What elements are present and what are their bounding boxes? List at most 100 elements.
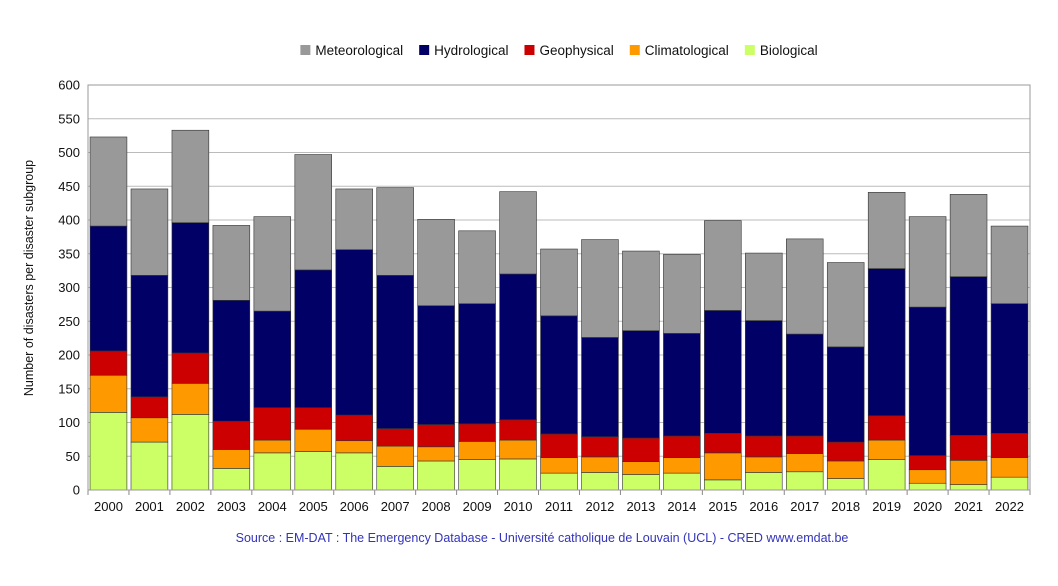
legend-item-climatological: Climatological <box>629 43 729 58</box>
bar-segment-climatological-2017 <box>786 453 824 473</box>
legend-label: Geophysical <box>539 43 613 58</box>
bar-segment-biological-2004 <box>253 452 292 491</box>
bar-segment-climatological-2011 <box>540 457 578 474</box>
bar-segment-meteorological-2003 <box>212 225 251 301</box>
y-tick-label: 50 <box>66 449 80 464</box>
bar-segment-biological-2018 <box>826 478 865 491</box>
bar-segment-climatological-2016 <box>745 456 783 473</box>
legend-label: Meteorological <box>315 43 403 58</box>
bar-segment-biological-2017 <box>786 471 824 491</box>
bar-segment-biological-2016 <box>745 472 783 491</box>
bar-segment-hydrological-2008 <box>417 305 455 425</box>
y-tick-label: 500 <box>58 145 80 160</box>
bar-segment-meteorological-2021 <box>949 194 988 278</box>
bar-segment-climatological-2000 <box>89 374 128 413</box>
y-tick-label: 400 <box>58 213 80 228</box>
bar-segment-geophysical-2021 <box>949 435 988 461</box>
bar-segment-hydrological-2001 <box>130 275 169 398</box>
x-tick-label: 2014 <box>667 499 696 514</box>
bar-segment-geophysical-2015 <box>704 432 742 454</box>
bar-segment-meteorological-2015 <box>704 220 742 311</box>
bar-segment-climatological-2004 <box>253 439 292 454</box>
x-tick-label: 2019 <box>872 499 901 514</box>
bar-segment-climatological-2019 <box>867 439 906 460</box>
bar-segment-meteorological-2001 <box>130 188 169 276</box>
y-tick-label: 150 <box>58 381 80 396</box>
bar-segment-geophysical-2009 <box>458 423 496 442</box>
bar-segment-geophysical-2007 <box>376 428 414 447</box>
bar-segment-biological-2021 <box>949 484 988 491</box>
bar-segment-climatological-2002 <box>171 383 210 415</box>
bar-segment-climatological-2021 <box>949 459 988 485</box>
bar-segment-meteorological-2002 <box>171 129 210 224</box>
bar-segment-climatological-2012 <box>581 456 619 473</box>
bar-segment-biological-2002 <box>171 414 210 491</box>
bar-segment-hydrological-2009 <box>458 303 496 425</box>
plot-border <box>87 84 1031 491</box>
y-tick-label: 300 <box>58 280 80 295</box>
bar-segment-hydrological-2022 <box>990 303 1029 434</box>
bar-segment-biological-2003 <box>212 468 251 491</box>
y-tick-label: 450 <box>58 179 80 194</box>
bar-segment-hydrological-2006 <box>335 249 373 416</box>
x-tick-label: 2009 <box>463 499 492 514</box>
bar-segment-geophysical-2006 <box>335 414 373 442</box>
bar-segment-hydrological-2004 <box>253 310 292 408</box>
bar-segment-hydrological-2010 <box>499 273 537 421</box>
bar-segment-climatological-2013 <box>622 461 660 475</box>
x-tick-label: 2008 <box>422 499 451 514</box>
x-tick-label: 2006 <box>340 499 369 514</box>
bar-segment-geophysical-2016 <box>745 435 783 458</box>
bar-segment-biological-2013 <box>622 474 660 491</box>
x-tick-label: 2013 <box>626 499 655 514</box>
bar-segment-climatological-2001 <box>130 417 169 443</box>
bar-segment-climatological-2022 <box>990 457 1029 478</box>
legend-item-geophysical: Geophysical <box>524 43 614 58</box>
x-tick-label: 2004 <box>258 499 287 514</box>
bar-segment-climatological-2018 <box>826 460 865 479</box>
y-tick-label: 600 <box>58 78 80 93</box>
bar-segment-geophysical-2017 <box>786 435 824 454</box>
bar-segment-hydrological-2003 <box>212 300 251 422</box>
bar-segment-geophysical-2001 <box>130 396 169 419</box>
bar-segment-climatological-2014 <box>663 457 701 474</box>
x-tick-label: 2018 <box>831 499 860 514</box>
bar-segment-meteorological-2008 <box>417 219 455 307</box>
legend-item-meteorological: Meteorological <box>300 43 403 58</box>
legend-swatch <box>419 45 430 55</box>
bar-segment-geophysical-2010 <box>499 419 537 441</box>
bar-segment-meteorological-2022 <box>990 225 1029 304</box>
bar-segment-climatological-2003 <box>212 449 251 469</box>
bar-segment-hydrological-2020 <box>908 306 947 456</box>
bar-segment-meteorological-2013 <box>622 250 660 332</box>
bar-segment-geophysical-2003 <box>212 420 251 450</box>
bar-segment-geophysical-2022 <box>990 432 1029 458</box>
bar-segment-biological-2008 <box>417 460 455 491</box>
bar-segment-biological-2005 <box>294 451 332 491</box>
x-tick-label: 2002 <box>176 499 205 514</box>
bar-segment-biological-2010 <box>499 458 537 491</box>
y-tick-labels: 0 50 100 150 200 250 300 350 400 450 500 550 600 <box>58 78 80 498</box>
bar-segment-geophysical-2004 <box>253 407 292 441</box>
bar-segment-climatological-2005 <box>294 428 332 452</box>
x-tick-label: 2001 <box>135 499 164 514</box>
bar-segment-geophysical-2000 <box>89 350 128 376</box>
x-tick-label: 2005 <box>299 499 328 514</box>
bar-segment-biological-2020 <box>908 482 947 491</box>
bar-segment-meteorological-2006 <box>335 188 373 250</box>
bar-segment-biological-2012 <box>581 472 619 491</box>
legend-label: Biological <box>760 43 818 58</box>
bar-segment-meteorological-2018 <box>826 262 865 348</box>
bar-segment-meteorological-2019 <box>867 192 906 269</box>
bar-segment-geophysical-2011 <box>540 433 578 458</box>
bar-segment-geophysical-2008 <box>417 424 455 448</box>
bar-segment-meteorological-2010 <box>499 191 537 275</box>
bar-segment-hydrological-2021 <box>949 276 988 436</box>
bar-segment-biological-2015 <box>704 479 742 491</box>
bar-segment-geophysical-2019 <box>867 415 906 441</box>
bar-segment-hydrological-2013 <box>622 330 660 439</box>
x-tick-labels: 2000 2001 2002 2003 2004 2005 2006 2007 2008 2009… <box>94 499 1024 514</box>
bar-segment-climatological-2020 <box>908 469 947 484</box>
bar-segment-geophysical-2005 <box>294 407 332 430</box>
